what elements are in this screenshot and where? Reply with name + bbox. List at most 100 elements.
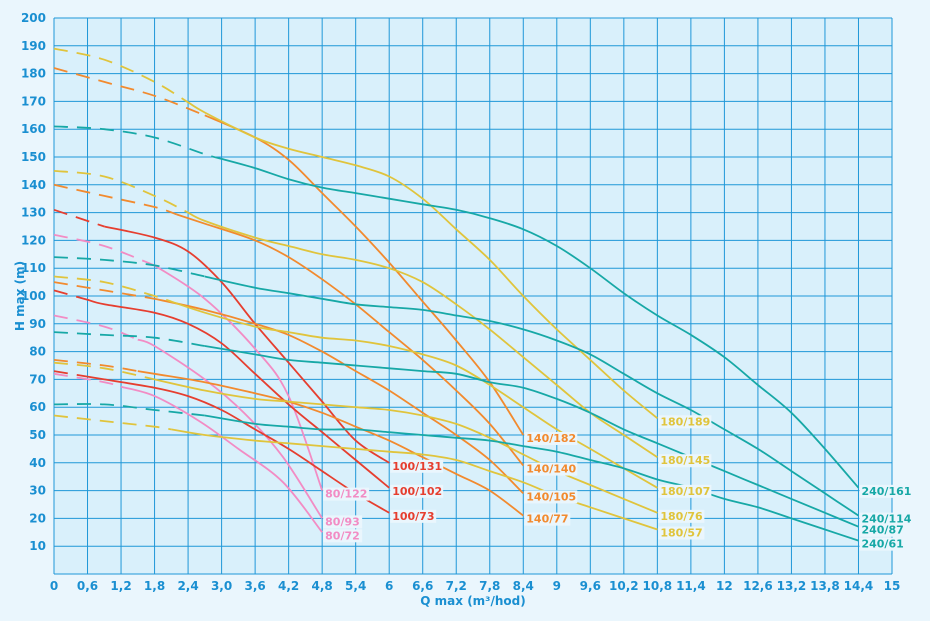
- x-tick-label: 10,2: [609, 579, 639, 593]
- x-tick-label: 3,0: [211, 579, 232, 593]
- curve-label-140-105: 140/105: [526, 490, 576, 503]
- curve-100-102-extrapolated: [53, 289, 88, 301]
- curve-240-114: [204, 275, 859, 517]
- x-tick-label: 2,4: [177, 579, 198, 593]
- y-tick-label: 150: [21, 150, 46, 164]
- y-tick-label: 60: [29, 400, 46, 414]
- y-tick-label: 50: [29, 428, 46, 442]
- curve-140-182-extrapolated: [53, 67, 206, 117]
- x-tick-label: 6: [385, 579, 393, 593]
- x-tick-label: 4,8: [312, 579, 333, 593]
- curve-label-80-122: 80/122: [325, 488, 367, 501]
- curve-label-background: [323, 529, 363, 543]
- x-tick-label: 0,6: [77, 579, 98, 593]
- curve-label-background: [859, 523, 906, 537]
- x-tick-label: 12: [716, 579, 733, 593]
- grid: [53, 17, 893, 575]
- x-tick-label: 10,8: [643, 579, 673, 593]
- curve-label-100-73: 100/73: [392, 510, 434, 523]
- curve-label-180-189: 180/189: [660, 415, 710, 428]
- curve-100-131-extrapolated: [53, 208, 105, 228]
- y-tick-label: 20: [29, 511, 46, 525]
- curve-label-240-61: 240/61: [861, 538, 903, 551]
- curve-label-background: [658, 454, 712, 468]
- x-tick-labels: 0 0,6 1,2 1,8 2,4 3,0 3,6 4,2 4,8 5,4 6 6,6 7,2 7,8 8,…: [50, 579, 901, 593]
- curve-180-107-extrapolated: [53, 275, 172, 303]
- y-tick-label: 170: [21, 94, 46, 108]
- curve-240-114-extrapolated: [53, 256, 205, 278]
- curve-label-background: [524, 512, 571, 526]
- x-tick-label: 1,8: [144, 579, 165, 593]
- curve-label-background: [323, 515, 363, 529]
- y-tick-label: 200: [21, 11, 46, 25]
- curve-100-73-extrapolated: [53, 370, 88, 378]
- curve-140-182: [204, 114, 525, 436]
- curve-80-93: [137, 338, 323, 519]
- curve-180-145-extrapolated: [53, 170, 189, 214]
- y-tick-label: 140: [21, 178, 46, 192]
- y-tick-label: 10: [29, 539, 46, 553]
- curve-label-background: [524, 490, 578, 504]
- curve-label-background: [658, 509, 705, 523]
- x-tick-label: 0: [50, 579, 58, 593]
- curve-label-180-76: 180/76: [660, 510, 703, 523]
- y-tick-label: 120: [21, 233, 46, 247]
- curve-label-background: [859, 537, 906, 551]
- curve-label-background: [323, 487, 370, 501]
- curve-140-77: [137, 370, 524, 517]
- x-tick-label: 12,6: [743, 579, 773, 593]
- curve-label-140-77: 140/77: [526, 513, 568, 526]
- x-tick-label: 6,6: [412, 579, 433, 593]
- y-tick-label: 30: [29, 484, 46, 498]
- curve-label-240-114: 240/114: [861, 513, 911, 526]
- curve-label-background: [390, 509, 437, 523]
- curve-label-100-102: 100/102: [392, 485, 442, 498]
- curve-label-background: [658, 484, 712, 498]
- curve-label-background: [524, 462, 578, 476]
- curve-label-background: [658, 526, 705, 540]
- x-tick-label: 3,6: [244, 579, 265, 593]
- curve-180-57-extrapolated: [53, 414, 172, 431]
- curve-label-100-131: 100/131: [392, 460, 442, 473]
- curve-140-140-extrapolated: [53, 183, 178, 216]
- x-tick-label: 1,2: [110, 579, 131, 593]
- y-tick-label: 110: [21, 261, 46, 275]
- curve-240-87-extrapolated: [53, 331, 205, 347]
- x-tick-label: 13,8: [810, 579, 840, 593]
- x-tick-label: 13,2: [777, 579, 807, 593]
- performance-curves: [53, 47, 860, 542]
- curve-240-161-extrapolated: [53, 125, 222, 160]
- x-tick-label: 11,4: [676, 579, 706, 593]
- curve-80-72-extrapolated: [53, 372, 122, 388]
- x-tick-label: 4,2: [278, 579, 299, 593]
- y-tick-label: 40: [29, 456, 46, 470]
- x-tick-label: 9: [553, 579, 561, 593]
- x-tick-label: 8,4: [513, 579, 534, 593]
- x-tick-label: 15: [884, 579, 901, 593]
- y-tick-labels: 10 20 30 40 50 60 70 80 90 100 110 120 130 140 150 160 1…: [21, 11, 46, 553]
- curve-label-background: [524, 432, 578, 445]
- y-tick-label: 100: [21, 289, 46, 303]
- y-tick-label: 130: [21, 206, 46, 220]
- curve-label-background: [859, 512, 913, 526]
- curve-180-189-extrapolated: [53, 47, 189, 104]
- x-tick-label: 7,2: [446, 579, 467, 593]
- curve-180-189: [187, 101, 658, 419]
- curve-label-background: [859, 484, 913, 498]
- x-axis-label: Q max (m³/hod): [420, 594, 525, 608]
- curve-180-76: [154, 378, 658, 514]
- curve-140-105: [154, 297, 524, 495]
- curve-240-87: [204, 345, 859, 528]
- x-tick-label: 7,8: [479, 579, 500, 593]
- curve-label-80-93: 80/93: [325, 515, 360, 528]
- y-axis-label: H max (m): [13, 261, 27, 331]
- y-tick-label: 180: [21, 67, 46, 81]
- x-tick-label: 5,4: [345, 579, 366, 593]
- curve-label-180-107: 180/107: [660, 485, 710, 498]
- curve-label-240-161: 240/161: [861, 485, 911, 498]
- y-tick-label: 90: [29, 317, 46, 331]
- curve-180-57: [171, 428, 658, 531]
- y-tick-label: 80: [29, 345, 46, 359]
